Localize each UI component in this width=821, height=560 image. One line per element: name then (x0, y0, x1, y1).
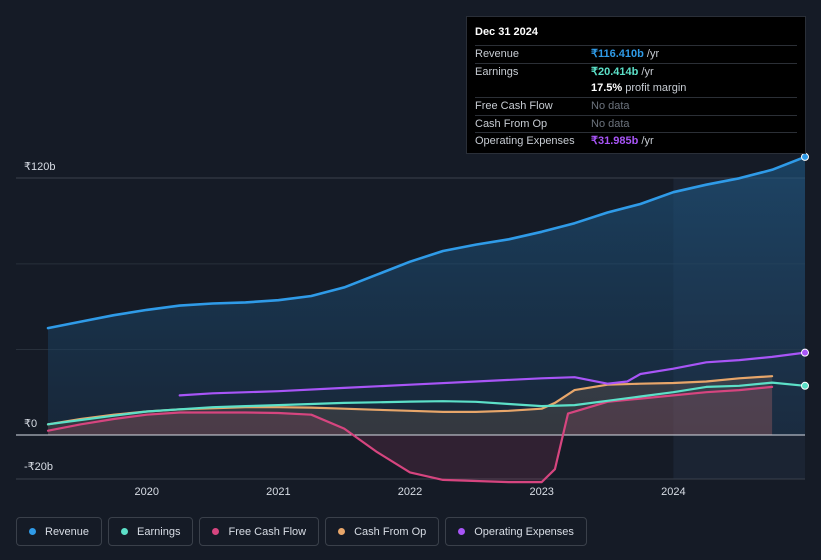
cash-from-op-dot-icon (338, 528, 346, 535)
legend-item-revenue[interactable]: Revenue (16, 517, 103, 546)
x-tick-label: 2024 (661, 486, 685, 498)
revenue-area (48, 156, 805, 435)
tooltip-value: No data (591, 117, 630, 130)
earnings-line (46, 381, 807, 426)
x-tick-label: 2023 (529, 486, 553, 498)
earnings-end-point (801, 381, 809, 390)
operating-expenses-end-point (801, 348, 809, 357)
operating-expenses-dot-icon (458, 528, 466, 535)
free-cash-flow-line (46, 385, 774, 484)
x-tick-label: 2021 (266, 486, 290, 498)
tooltip-value: ₹116.410b /yr (591, 48, 660, 60)
y-tick-label: ₹120b (24, 161, 55, 173)
revenue-end-point (801, 152, 809, 161)
legend-item-free-cash-flow[interactable]: Free Cash Flow (199, 517, 320, 546)
tooltip-value: ₹31.985b /yr (591, 135, 654, 147)
tooltip-label: Cash From Op (475, 117, 548, 130)
tooltip-value: ₹20.414b /yr (591, 65, 654, 78)
y-tick-label: -₹20b (24, 461, 53, 473)
free-cash-flow-dot-icon (212, 528, 220, 535)
tooltip-row-operating-expenses: Operating Expenses ₹31.985b /yr (475, 132, 797, 150)
earnings-dot-icon (121, 528, 129, 535)
tooltip-label: Operating Expenses (475, 135, 575, 147)
chart-legend: Revenue Earnings Free Cash Flow Cash Fro… (16, 517, 587, 546)
x-tick-label: 2020 (134, 486, 158, 498)
revenue-dot-icon (29, 528, 36, 535)
tooltip-label: Earnings (475, 65, 519, 78)
tooltip-row-revenue: Revenue ₹116.410b /yr (475, 45, 797, 63)
legend-item-cash-from-op[interactable]: Cash From Op (325, 517, 440, 546)
tooltip-label: Free Cash Flow (475, 100, 553, 112)
tooltip-row-free-cash-flow: Free Cash Flow No data (475, 97, 797, 115)
tooltip-panel: Dec 31 2024 Revenue ₹116.410b /yr Earnin… (466, 16, 806, 154)
tooltip-profit-margin: 17.5% profit margin (591, 82, 687, 94)
legend-item-operating-expenses[interactable]: Operating Expenses (445, 517, 587, 546)
operating-expenses-line (178, 351, 807, 397)
tooltip-value: No data (591, 100, 630, 112)
x-tick-label: 2022 (398, 486, 422, 498)
legend-item-earnings[interactable]: Earnings (108, 517, 194, 546)
tooltip-date: Dec 31 2024 (475, 26, 538, 38)
free-cash-flow-area (48, 386, 773, 483)
tooltip-label: Revenue (475, 48, 520, 60)
revenue-line (46, 155, 807, 330)
y-tick-label: ₹0 (24, 418, 37, 430)
tooltip-row-earnings: Earnings ₹20.414b /yr (475, 62, 797, 81)
cash-from-op-area (48, 376, 773, 435)
tooltip-row-cash-from-op: Cash From Op No data (475, 114, 797, 133)
